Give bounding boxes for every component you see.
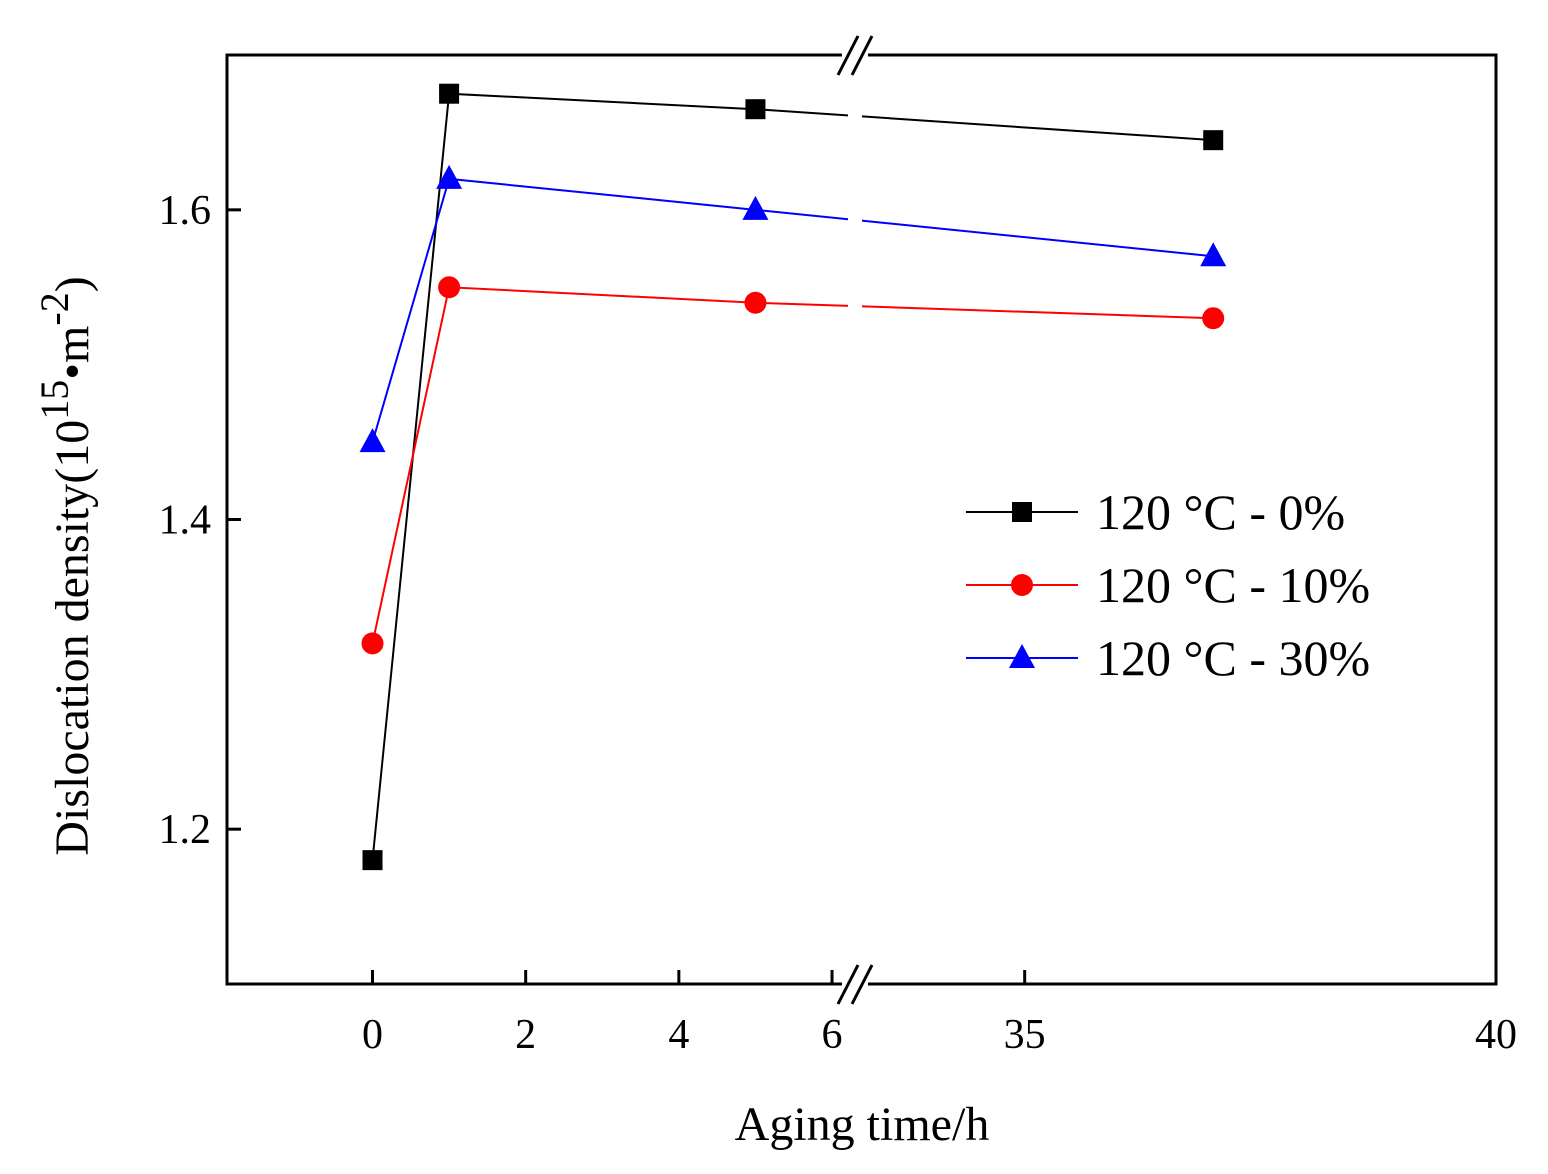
legend-label: 120 °C - 0% bbox=[1096, 484, 1345, 540]
line-break-gap bbox=[848, 109, 862, 122]
legend-label: 120 °C - 10% bbox=[1096, 557, 1370, 613]
y-axis-title-prefix: Dislocation density(10 bbox=[46, 420, 99, 856]
y-axis: 1.2 1.4 1.6 bbox=[159, 188, 241, 853]
x-axis: 0 2 4 6 35 40 bbox=[362, 970, 1517, 1058]
legend-label: 120 °C - 30% bbox=[1096, 630, 1370, 686]
legend-item: 120 °C - 0% bbox=[966, 484, 1345, 540]
x-tick-label: 6 bbox=[822, 1012, 843, 1058]
legend-marker bbox=[1012, 502, 1032, 522]
legend-item: 120 °C - 30% bbox=[966, 630, 1370, 686]
x-tick-label: 0 bbox=[362, 1012, 383, 1058]
y-axis-title-sup1: 15 bbox=[32, 380, 77, 420]
data-point bbox=[745, 99, 766, 120]
data-point bbox=[436, 164, 463, 189]
series-layer bbox=[359, 83, 1227, 871]
legend-marker bbox=[1011, 574, 1033, 596]
y-tick-label: 1.6 bbox=[159, 188, 212, 234]
legend-item: 120 °C - 10% bbox=[966, 557, 1370, 613]
y-tick-label: 1.2 bbox=[159, 807, 212, 853]
legend: 120 °C - 0% 120 °C - 10% 120 °C - 30% bbox=[966, 484, 1370, 686]
x-tick-label: 40 bbox=[1475, 1012, 1517, 1058]
x-tick-label: 4 bbox=[668, 1012, 689, 1058]
data-point bbox=[362, 850, 383, 871]
legend-marker bbox=[1009, 644, 1035, 668]
x-tick-label: 2 bbox=[515, 1012, 536, 1058]
data-point bbox=[359, 428, 386, 453]
series-2 bbox=[359, 164, 1227, 453]
x-axis-title: Aging time/h bbox=[735, 1098, 990, 1151]
y-axis-title: Dislocation density(1015•m-2) bbox=[32, 276, 99, 855]
data-point bbox=[438, 276, 461, 299]
y-axis-title-suffix: ) bbox=[46, 276, 99, 292]
series-line bbox=[371, 92, 1214, 861]
line-break-gap bbox=[848, 213, 862, 226]
data-point bbox=[742, 195, 769, 220]
y-axis-title-mid: •m bbox=[46, 326, 99, 380]
data-point bbox=[744, 291, 767, 314]
axis-break-top bbox=[836, 35, 874, 76]
series-line bbox=[371, 177, 1214, 443]
data-point bbox=[439, 83, 460, 104]
line-break-gap bbox=[848, 300, 862, 313]
data-point bbox=[1200, 242, 1227, 267]
axis-break-bottom bbox=[836, 964, 874, 1005]
series-line bbox=[371, 286, 1214, 644]
data-point bbox=[1202, 307, 1225, 330]
x-tick-label: 35 bbox=[1004, 1012, 1046, 1058]
series-0 bbox=[362, 83, 1224, 871]
series-1 bbox=[361, 276, 1225, 655]
data-point bbox=[361, 632, 384, 655]
y-axis-title-sup2: -2 bbox=[32, 292, 77, 325]
data-point bbox=[1203, 130, 1224, 151]
y-tick-label: 1.4 bbox=[159, 498, 212, 544]
